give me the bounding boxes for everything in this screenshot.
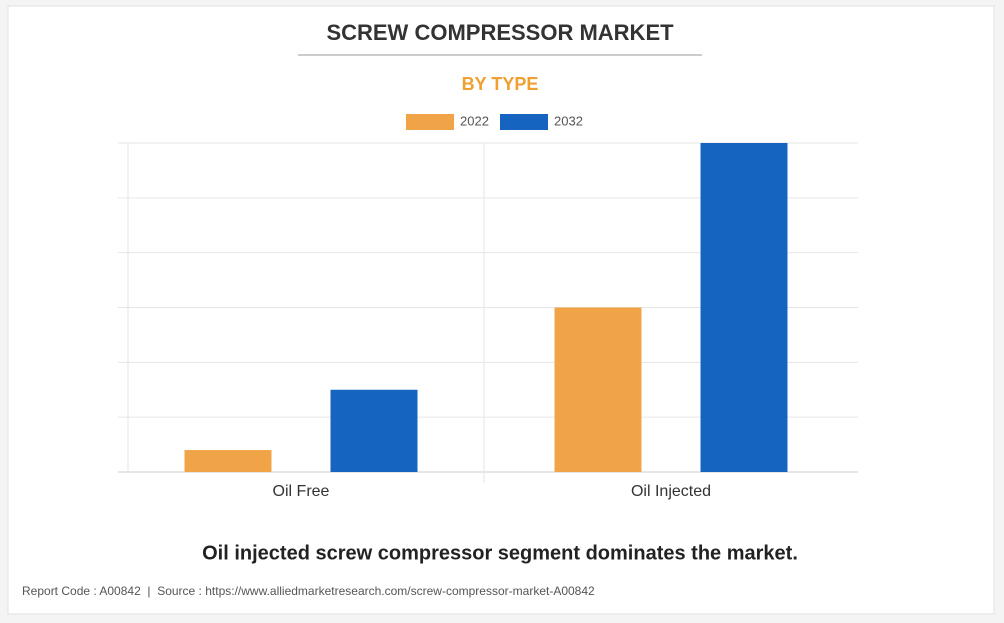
legend-label: 2022 bbox=[460, 113, 489, 128]
bar bbox=[700, 143, 788, 472]
legend-label: 2032 bbox=[554, 113, 583, 128]
caption: Oil injected screw compressor segment do… bbox=[202, 542, 798, 564]
x-tick-label: Oil Free bbox=[273, 483, 330, 500]
chart-subtitle: BY TYPE bbox=[462, 74, 539, 94]
bar bbox=[330, 389, 418, 472]
legend-swatch bbox=[406, 114, 454, 130]
bar bbox=[184, 450, 272, 472]
legend-swatch bbox=[500, 114, 548, 130]
chart-title: SCREW COMPRESSOR MARKET bbox=[326, 20, 674, 45]
footer: Report Code : A00842 | Source : https://… bbox=[22, 584, 595, 598]
card bbox=[7, 5, 995, 615]
bar bbox=[554, 307, 642, 472]
x-tick-label: Oil Injected bbox=[631, 483, 711, 500]
